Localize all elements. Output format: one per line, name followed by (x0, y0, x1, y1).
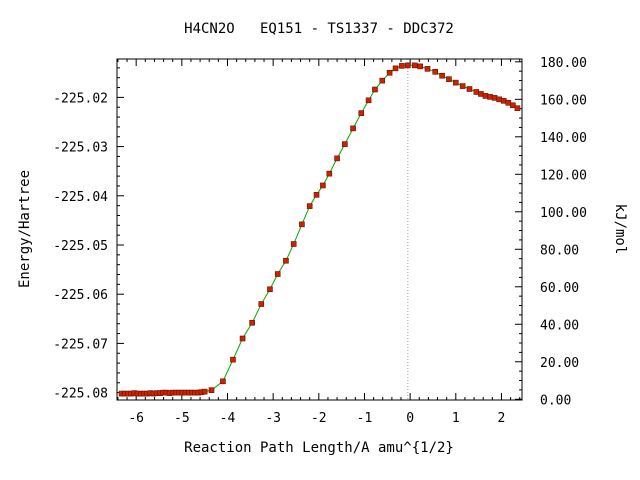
data-point (392, 65, 399, 72)
data-point (452, 79, 459, 86)
x-tick-label: -1 (357, 411, 373, 426)
data-point (342, 141, 348, 147)
data-point (239, 335, 246, 342)
data-point (320, 182, 326, 189)
y-left-tick-label: -225.07 (53, 337, 108, 352)
y-right-tick-label: 100.00 (540, 206, 587, 221)
y-right-tick-label: 80.00 (540, 243, 579, 258)
data-point (274, 271, 281, 277)
data-point (230, 356, 236, 363)
data-point (439, 72, 445, 79)
data-point (487, 94, 493, 100)
data-point (514, 105, 521, 112)
data-point (417, 63, 423, 70)
data-point (424, 66, 431, 72)
data-point (358, 110, 365, 116)
data-point (283, 257, 289, 264)
data-point (299, 221, 305, 228)
data-point (405, 62, 411, 69)
data-point (505, 99, 512, 106)
data-point (491, 95, 498, 101)
data-point (399, 63, 405, 69)
plot-frame (116, 58, 523, 401)
y-right-tick-label: 20.00 (540, 356, 579, 371)
x-tick-label: 0 (406, 411, 414, 426)
y-right-tick-label: 140.00 (540, 131, 587, 146)
data-point (446, 76, 452, 82)
x-axis-title: Reaction Path Length/A amu^{1/2} (184, 440, 454, 456)
y-left-tick-label: -225.02 (53, 91, 108, 106)
data-point (290, 241, 297, 247)
data-point (334, 155, 340, 162)
y-right-tick-label: 160.00 (540, 93, 587, 108)
data-point (208, 387, 215, 393)
data-point (267, 286, 273, 293)
y-left-tick-labels: -225.08 -225.07 -225.06 -225.05 -225.04 -225.… (53, 91, 108, 401)
y-axis-title-left: Energy/Hartree (17, 170, 33, 288)
data-point (500, 98, 507, 104)
y-right-tick-label: 0.00 (540, 393, 571, 408)
data-point (201, 388, 208, 395)
data-point (220, 378, 226, 385)
data-point (510, 102, 516, 109)
data-point (482, 93, 489, 99)
y-left-tick-label: -225.03 (53, 141, 108, 156)
y-right-tick-label: 180.00 (540, 56, 587, 71)
data-point (478, 91, 484, 97)
data-point (365, 97, 372, 104)
data-point (386, 69, 393, 76)
data-points (118, 62, 521, 397)
data-point (459, 83, 466, 89)
x-tick-label: 1 (452, 411, 460, 426)
data-point (326, 170, 333, 177)
data-point (411, 62, 418, 69)
data-point (306, 203, 313, 209)
data-point (350, 125, 356, 132)
data-point (432, 68, 439, 75)
y-right-tick-label: 60.00 (540, 281, 579, 296)
y-right-tick-labels: 0.00 20.00 40.00 60.00 80.00 100.00 120.00 140.… (540, 56, 587, 408)
x-tick-label: 2 (498, 411, 506, 426)
x-tick-label: -4 (220, 411, 236, 426)
data-point (258, 301, 265, 307)
data-point (496, 96, 502, 103)
data-point (379, 77, 386, 84)
x-tick-label: -5 (174, 411, 190, 426)
axis-ticks (117, 59, 522, 400)
y-right-tick-label: 120.00 (540, 168, 587, 183)
energy-curve-line (121, 64, 518, 395)
x-tick-label: -3 (265, 411, 281, 426)
data-point (466, 86, 473, 92)
x-tick-label: -2 (311, 411, 327, 426)
y-left-tick-label: -225.08 (53, 387, 108, 402)
data-point (473, 89, 480, 95)
data-point (313, 192, 320, 198)
chart-title: H4CN2O EQ151 - TS1337 - DDC372 (184, 21, 454, 37)
y-right-tick-label: 40.00 (540, 318, 579, 333)
y-axis-title-right: kJ/mol (612, 204, 628, 255)
y-left-tick-label: -225.06 (53, 288, 108, 303)
x-tick-label: -6 (128, 411, 144, 426)
y-left-tick-label: -225.05 (53, 239, 108, 254)
data-point (372, 86, 378, 93)
x-tick-labels: -6 -5 -4 -3 -2 -1 0 1 2 (128, 411, 505, 426)
data-point (249, 319, 255, 326)
y-left-tick-label: -225.04 (53, 190, 108, 205)
